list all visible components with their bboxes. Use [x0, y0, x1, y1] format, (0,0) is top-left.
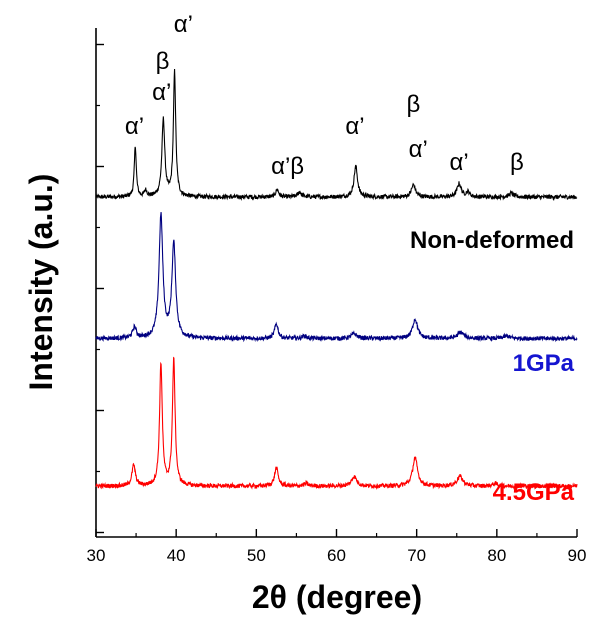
phase-annotations: α’α’βα’α’βα’βα’ α’ β — [125, 11, 524, 180]
phase-label: α’ — [152, 79, 171, 106]
series-label: 1GPa — [513, 350, 575, 377]
series-line — [95, 356, 578, 490]
x-tick-label: 80 — [487, 546, 506, 565]
x-tick-label: 30 — [87, 546, 106, 565]
series-line — [95, 69, 578, 202]
series-label: Non-deformed — [410, 227, 574, 254]
series-labels: Non-deformed 1GPa 4.5GPa — [410, 227, 575, 506]
phase-label: α’ — [125, 113, 144, 140]
x-tick-label: 50 — [247, 546, 266, 565]
series-label: 4.5GPa — [493, 479, 575, 506]
phase-label: α’β — [271, 153, 304, 180]
x-axis-title: 2θ (degree) — [252, 579, 422, 615]
x-tick-label: 40 — [167, 546, 186, 565]
x-tick-label: 60 — [327, 546, 346, 565]
phase-label: α’ — [450, 149, 469, 176]
series-line — [95, 212, 578, 343]
curves-layer — [95, 69, 578, 490]
phase-label: α’ — [409, 136, 428, 163]
x-tick-label: 90 — [568, 546, 587, 565]
phase-label: β — [407, 91, 421, 118]
y-axis-ticks — [96, 43, 104, 534]
phase-label: β — [510, 149, 524, 176]
x-axis-ticks: 30 40 50 60 70 80 90 — [87, 529, 587, 565]
phase-label: α’ — [345, 113, 364, 140]
y-axis-title: Intensity (a.u.) — [23, 174, 59, 391]
x-tick-label: 70 — [407, 546, 426, 565]
phase-label: β — [156, 48, 170, 75]
phase-label: α’ — [174, 11, 193, 38]
